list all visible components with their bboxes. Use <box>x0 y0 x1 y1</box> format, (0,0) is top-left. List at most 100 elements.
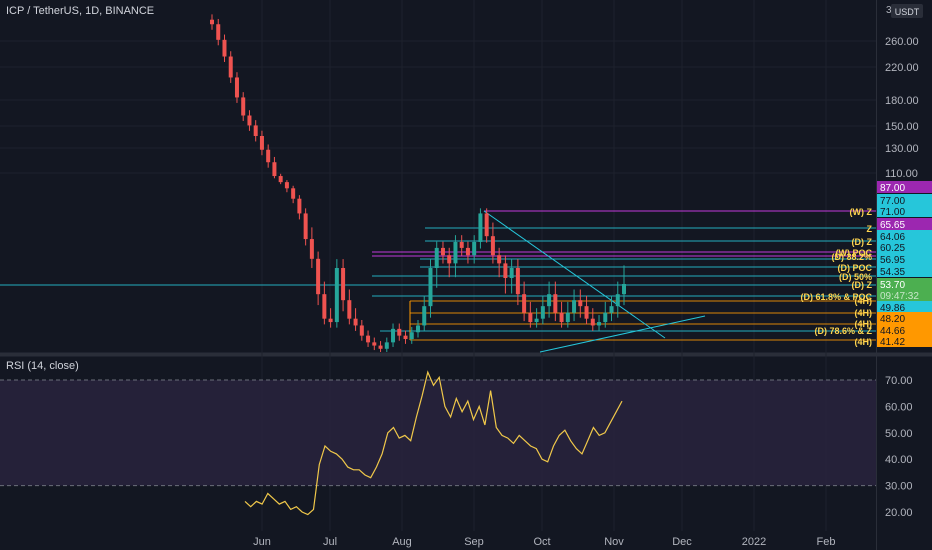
candle-body <box>216 24 221 40</box>
time-tick-label: 2022 <box>742 536 766 548</box>
price-badge <box>877 312 932 324</box>
candle-body <box>228 56 233 78</box>
trend-line[interactable] <box>483 210 666 339</box>
symbol-title[interactable]: ICP / TetherUS, 1D, BINANCE <box>6 5 154 17</box>
candle-body <box>428 268 433 307</box>
rsi-tick-label: 70.00 <box>885 375 913 387</box>
candle-body <box>484 213 489 237</box>
rsi-ticks: 70.00 60.00 50.00 40.00 30.00 20.00 <box>885 375 913 519</box>
price-badge-label: 09:47:32 <box>880 291 919 302</box>
candle-body <box>522 294 527 313</box>
candle-body <box>378 345 383 349</box>
price-badge <box>877 278 932 290</box>
candle-body <box>603 312 608 323</box>
level-labels: (W) ZZ(D) Z(W) POC(D) 38.2%(D) POC(D) 50… <box>800 207 872 347</box>
price-badge-label: 71.00 <box>880 207 905 218</box>
level-label: (D) 38.2% <box>831 252 872 262</box>
candle-body <box>309 239 314 259</box>
candle-body <box>372 342 377 346</box>
candles[interactable] <box>210 14 626 352</box>
candle-body <box>278 176 283 183</box>
candle-body <box>416 325 420 333</box>
candle-body <box>334 268 339 323</box>
price-badge-label: 41.42 <box>880 337 905 348</box>
candle-body <box>565 312 570 323</box>
price-badge <box>877 324 932 336</box>
candle-body <box>547 294 552 307</box>
price-tick-label: 220.00 <box>885 62 919 74</box>
candle-body <box>234 77 239 98</box>
time-tick-label: Nov <box>604 536 624 548</box>
candle-body <box>366 335 371 343</box>
rsi-title[interactable]: RSI (14, close) <box>6 360 79 372</box>
price-badge-label: 56.95 <box>880 255 905 266</box>
price-badge-label: 44.66 <box>880 326 905 337</box>
level-label: (4H) <box>855 308 873 318</box>
candle-body <box>472 241 477 256</box>
rsi-tick-label: 60.00 <box>885 401 913 413</box>
candle-body <box>609 306 614 313</box>
candle-body <box>297 198 302 214</box>
rsi-group[interactable] <box>0 370 876 516</box>
price-badge-label: 53.70 <box>880 280 905 291</box>
candle-body <box>253 125 258 136</box>
level-label: Z <box>867 224 873 234</box>
price-badge <box>877 253 932 265</box>
candle-body <box>272 162 277 177</box>
level-label: (D) 61.8% & POC <box>800 292 872 302</box>
time-tick-label: Sep <box>464 536 484 548</box>
rsi-tick-label: 30.00 <box>885 481 913 493</box>
price-ticks: 260.00 220.00 180.00 150.00 130.00 110.00 <box>885 36 919 180</box>
price-badge <box>877 218 932 230</box>
candle-body <box>515 268 520 295</box>
level-label: (4H) <box>855 296 873 306</box>
candle-body <box>540 306 545 319</box>
candle-body <box>359 325 364 336</box>
candle-body <box>391 328 396 343</box>
currency-button[interactable] <box>891 4 923 18</box>
candle-body <box>528 312 533 323</box>
price-badge-label: 60.25 <box>880 243 905 254</box>
price-tick-label: 110.00 <box>885 168 918 180</box>
rsi-line[interactable] <box>244 370 623 516</box>
price-axis[interactable]: 3 USDT <box>886 4 923 18</box>
level-label: (W) Z <box>850 207 873 217</box>
candle-body <box>453 241 458 264</box>
trend-line[interactable] <box>539 315 706 353</box>
price-badge-label: 64.06 <box>880 232 905 243</box>
price-tick-label: 150.00 <box>885 121 919 133</box>
candle-body <box>503 263 508 278</box>
price-badge <box>877 335 932 347</box>
candle-body <box>341 268 346 301</box>
price-badge-label: 87.00 <box>880 183 905 194</box>
rsi-tick-label: 40.00 <box>885 454 913 466</box>
candle-body <box>210 19 214 25</box>
price-pane[interactable] <box>0 0 876 352</box>
rsi-band <box>0 380 876 486</box>
price-badge <box>877 265 932 277</box>
candle-body <box>353 318 358 326</box>
candle-body <box>622 284 626 295</box>
candle-body <box>303 213 308 240</box>
level-label: (D) 78.6% & Z <box>814 326 872 336</box>
time-tick-label: Feb <box>817 536 836 548</box>
candle-body <box>284 182 289 189</box>
candle-body <box>465 247 470 256</box>
time-tick-label: Jul <box>323 536 337 548</box>
time-tick-label: Aug <box>392 536 412 548</box>
candle-body <box>597 322 602 326</box>
candle-body <box>584 306 589 319</box>
candle-body <box>322 294 327 319</box>
time-ticks: Jun Jul Aug Sep Oct Nov Dec 2022 Feb <box>253 536 835 548</box>
candle-body <box>572 300 577 313</box>
price-badge <box>877 289 932 301</box>
candle-body <box>328 318 333 323</box>
time-axis[interactable] <box>0 531 876 550</box>
candle-body <box>478 213 483 242</box>
candle-body <box>397 328 402 336</box>
price-badge-label: 65.65 <box>880 220 905 231</box>
candle-body <box>615 294 620 307</box>
candle-body <box>497 255 502 264</box>
